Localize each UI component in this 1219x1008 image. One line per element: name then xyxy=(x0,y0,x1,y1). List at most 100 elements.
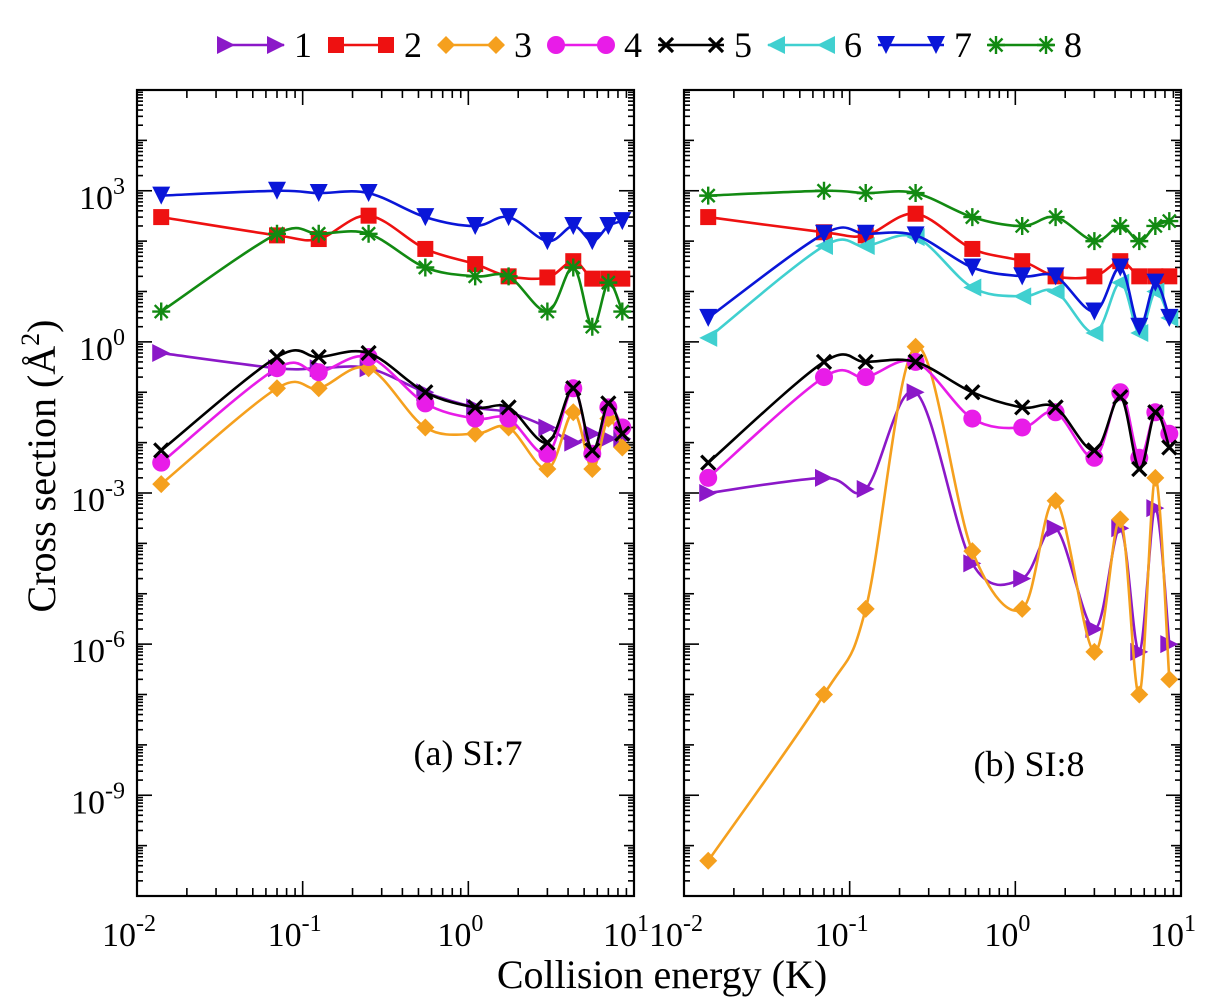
x-tick-label: 100 xyxy=(984,911,1030,954)
legend-marker xyxy=(597,36,615,54)
series-8-point xyxy=(906,184,925,203)
legend-marker xyxy=(437,36,455,54)
series-7-point xyxy=(1130,317,1149,336)
tick-labels: 10-2 10-1 100 101 10-9 10-6 10-3 100 103 10-2 10-1… xyxy=(71,174,1196,954)
series-8-point xyxy=(815,181,834,200)
series-7-point xyxy=(309,184,328,203)
series-7-point xyxy=(613,212,632,231)
series-5-point xyxy=(857,353,874,371)
x-tick-label: 10-2 xyxy=(649,911,703,954)
x-tick-label: 10-2 xyxy=(102,911,156,954)
series-3-point xyxy=(906,337,925,356)
series-3-point xyxy=(856,599,875,618)
series-7-point xyxy=(599,216,618,235)
series-7-point xyxy=(359,184,378,203)
legend-marker xyxy=(817,36,835,54)
x-tick-label: 10-1 xyxy=(268,911,322,954)
series-1-point xyxy=(1013,569,1032,588)
legend-marker xyxy=(487,36,505,54)
series-8-point xyxy=(613,302,632,321)
series-6-point xyxy=(815,237,834,256)
legend-item-3: 3 xyxy=(437,25,532,65)
series-6-point xyxy=(699,328,718,347)
series-7-point xyxy=(1111,258,1130,277)
series-7-point xyxy=(963,258,982,277)
series-4-point xyxy=(699,468,718,487)
series-8-point xyxy=(699,186,718,205)
series-3-point xyxy=(699,851,718,870)
y-axis-label: Cross section (Å2) xyxy=(16,320,64,613)
legend-label: 1 xyxy=(294,25,312,65)
series-1-point xyxy=(1085,619,1104,638)
series-7-point xyxy=(499,208,518,227)
series-8-point xyxy=(1130,232,1149,251)
series-3-point xyxy=(268,379,287,398)
series-3-point xyxy=(1046,491,1065,510)
series-8-point xyxy=(416,258,435,277)
series-7-point xyxy=(1046,267,1065,286)
series-5-point xyxy=(310,348,327,366)
panel-b-label: (b) SI:8 xyxy=(974,744,1085,784)
legend-item-7: 7 xyxy=(877,25,972,65)
series-1-point xyxy=(538,418,557,437)
series-5-point xyxy=(539,434,556,451)
legend-marker xyxy=(547,36,565,54)
series-4-point xyxy=(309,363,328,382)
series-5-point xyxy=(1047,399,1064,416)
legend-label: 8 xyxy=(1064,25,1082,65)
series-6-point xyxy=(1046,282,1065,301)
series-4-point xyxy=(1013,418,1032,437)
series-8-point xyxy=(1013,216,1032,235)
series-2-point xyxy=(1131,268,1148,285)
series-7-point xyxy=(1085,302,1104,321)
series-8-point xyxy=(1046,208,1065,227)
series-1-point xyxy=(963,554,982,573)
series-1-line xyxy=(708,390,1171,654)
series-7-point xyxy=(466,216,485,235)
series-5-point xyxy=(1161,439,1178,456)
series-5-point xyxy=(614,425,631,442)
series-8-point xyxy=(583,317,602,336)
series-7-point xyxy=(268,181,287,200)
series-8-point xyxy=(963,208,982,227)
series-2-point xyxy=(614,270,631,287)
series-8-point xyxy=(1111,216,1130,235)
series-6-point xyxy=(1085,324,1104,343)
series-3-point xyxy=(152,475,171,494)
legend-marker xyxy=(657,36,675,54)
series-8-point xyxy=(499,267,518,286)
series-6-line xyxy=(707,234,1171,339)
series-5-point xyxy=(1014,399,1031,416)
series-2-point xyxy=(964,240,981,257)
series-4-point xyxy=(856,368,875,387)
series-2-point xyxy=(360,207,377,224)
series-4-point xyxy=(815,368,834,387)
series-8-point xyxy=(1160,212,1179,231)
legend-marker xyxy=(987,36,1005,54)
series-2-point xyxy=(584,270,601,287)
series-2-point xyxy=(907,205,924,222)
series-1-point xyxy=(1146,499,1165,518)
panel-a-label: (a) SI:7 xyxy=(414,733,523,773)
legend-label: 7 xyxy=(954,25,972,65)
series-4-point xyxy=(1046,403,1065,422)
series-8-point xyxy=(309,224,328,243)
legend-item-5: 5 xyxy=(657,25,752,65)
y-tick-label: 100 xyxy=(79,325,125,368)
series-8-point xyxy=(466,267,485,286)
series-5-point xyxy=(700,454,717,471)
series-8-point xyxy=(599,273,618,292)
legend-marker xyxy=(877,36,895,54)
series-2-point xyxy=(1161,268,1178,285)
series-6-point xyxy=(1013,287,1032,306)
series-1-point xyxy=(1046,519,1065,538)
series-3-point xyxy=(416,418,435,437)
series-3-point xyxy=(1013,599,1032,618)
series-8-point xyxy=(856,184,875,203)
series-7-point xyxy=(1160,308,1179,327)
series-2-point xyxy=(153,209,170,226)
legend-marker xyxy=(927,36,945,54)
series-2-point xyxy=(417,240,434,257)
series-6-point xyxy=(856,237,875,256)
